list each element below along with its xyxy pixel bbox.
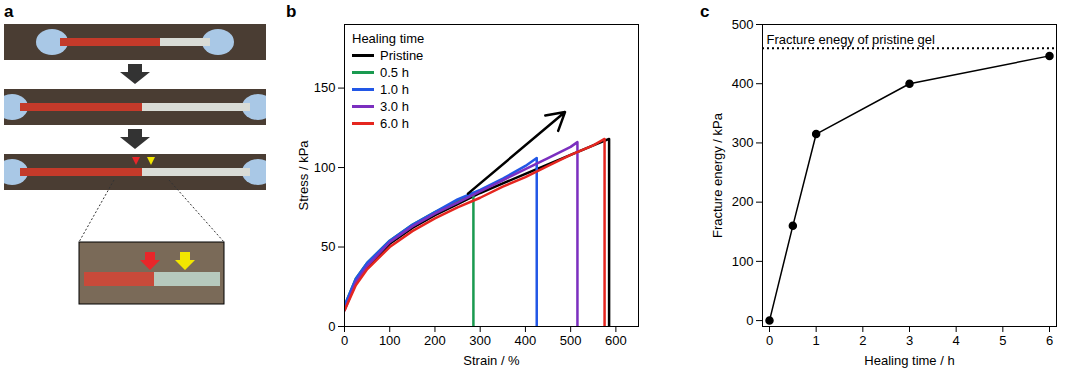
svg-text:0: 0 [766, 333, 773, 348]
html-text:3.0 h: 3.0 h [380, 99, 409, 114]
svg-text:150: 150 [314, 80, 336, 95]
svg-text:100: 100 [732, 254, 754, 269]
svg-text:400: 400 [515, 333, 537, 348]
svg-text:0: 0 [746, 313, 753, 328]
svg-text:6: 6 [1046, 333, 1053, 348]
svg-text:3: 3 [906, 333, 913, 348]
html-text:0.5 h: 0.5 h [380, 65, 409, 80]
svg-text:Healing time / h: Healing time / h [864, 353, 954, 368]
html-text:Pristine: Pristine [380, 48, 424, 63]
svg-text:50: 50 [321, 239, 335, 254]
svg-text:Strain / %: Strain / % [463, 353, 520, 368]
svg-text:2: 2 [859, 333, 866, 348]
svg-text:200: 200 [732, 194, 754, 209]
svg-text:600: 600 [605, 333, 627, 348]
html-text:Healing time: Healing time [352, 31, 425, 46]
svg-text:0: 0 [328, 319, 335, 334]
svg-text:1: 1 [813, 333, 820, 348]
svg-text:200: 200 [424, 333, 446, 348]
svg-text:500: 500 [732, 17, 754, 32]
svg-text:5: 5 [999, 333, 1006, 348]
svg-text:Fracture enegy of pristine gel: Fracture enegy of pristine gel [767, 32, 935, 47]
html-text:6.0 h: 6.0 h [380, 116, 409, 131]
html-text:c: c [700, 2, 710, 21]
svg-text:100: 100 [379, 333, 401, 348]
svg-text:0: 0 [341, 333, 348, 348]
svg-text:300: 300 [469, 333, 491, 348]
svg-text:Fracture energy / kPa: Fracture energy / kPa [710, 112, 725, 238]
html-text:1.0 h: 1.0 h [380, 82, 409, 97]
html-text:a: a [4, 2, 14, 21]
svg-text:100: 100 [314, 160, 336, 175]
svg-text:400: 400 [732, 76, 754, 91]
html-text:b: b [286, 2, 297, 21]
svg-text:500: 500 [560, 333, 582, 348]
svg-text:4: 4 [953, 333, 960, 348]
svg-text:Stress / kPa: Stress / kPa [296, 140, 311, 211]
svg-text:300: 300 [732, 135, 754, 150]
